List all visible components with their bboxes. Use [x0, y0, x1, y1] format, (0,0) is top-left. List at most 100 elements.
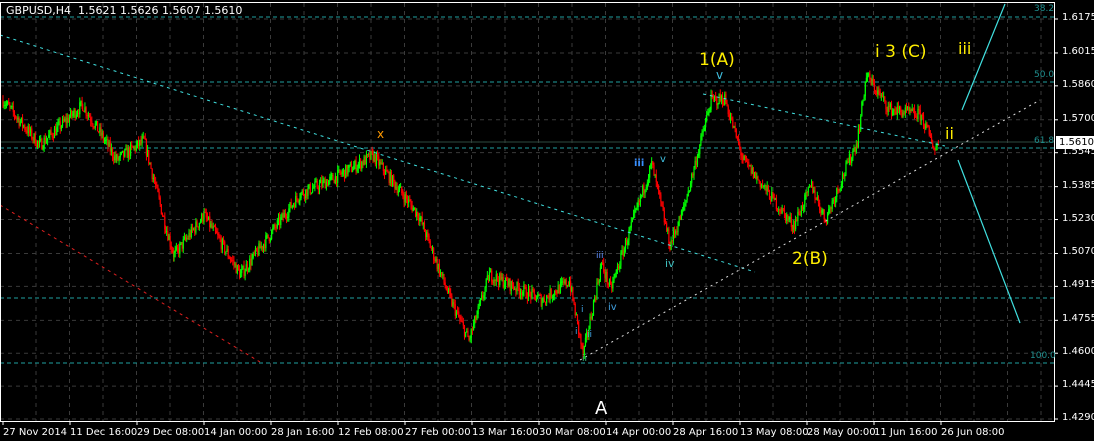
bull-candle [36, 141, 39, 147]
bull-candle [313, 187, 315, 189]
bear-candle [809, 186, 812, 188]
bull-candle [308, 184, 310, 188]
bear-candle [894, 109, 896, 112]
wave-label-i3c: i 3 (C) [875, 42, 927, 62]
bear-candle [879, 91, 881, 96]
bear-candle [838, 189, 840, 191]
bear-candle [742, 158, 744, 161]
bear-candle [507, 280, 509, 286]
x-tick-label: 26 Jun 08:00 [941, 427, 1005, 438]
bull-candle [635, 208, 637, 211]
bull-candle [95, 120, 98, 124]
bull-candle [23, 125, 25, 127]
bear-candle [15, 115, 17, 118]
bear-candle [96, 120, 99, 132]
bear-candle [737, 138, 740, 144]
bear-candle [502, 277, 504, 288]
bull-candle [349, 164, 351, 166]
bear-candle [603, 262, 605, 272]
wave-label-ii-major: ii [945, 124, 954, 143]
bull-candle [46, 137, 49, 141]
bear-candle [184, 237, 187, 240]
bull-candle [363, 156, 365, 165]
bear-candle [28, 126, 31, 133]
bear-candle [309, 184, 311, 194]
bear-candle [462, 322, 464, 326]
bear-candle [145, 139, 148, 156]
bull-candle [273, 224, 275, 229]
bull-candle [287, 216, 289, 219]
bull-candle [844, 174, 846, 177]
bull-candle [121, 150, 124, 153]
bull-candle [395, 186, 397, 189]
bear-candle [491, 270, 493, 282]
bear-candle [924, 125, 926, 129]
bull-candle [198, 223, 200, 228]
bear-candle [191, 226, 194, 230]
bull-candle [87, 115, 89, 117]
bull-candle [619, 265, 621, 269]
bear-candle [676, 231, 678, 233]
bear-candle [219, 237, 221, 240]
x-tick-label: 30 Mar 08:00 [539, 427, 606, 438]
bear-candle [12, 106, 14, 112]
bull-candle [53, 128, 56, 139]
bear-candle [843, 174, 845, 177]
y-tick-label: 1.6175 [1062, 12, 1094, 23]
bull-candle [262, 244, 265, 249]
bear-candle [881, 95, 884, 97]
bear-candle [878, 90, 880, 92]
bear-candle [92, 124, 94, 127]
bear-candle [91, 121, 93, 125]
bear-candle [156, 185, 158, 187]
bear-candle [274, 224, 276, 228]
bear-candle [467, 331, 469, 338]
bull-candle [841, 174, 844, 185]
bear-candle [157, 185, 159, 192]
y-tick-label: 1.5070 [1062, 246, 1094, 258]
bear-candle [158, 191, 160, 198]
bear-candle [282, 213, 284, 218]
bear-candle [913, 108, 916, 116]
bear-candle [35, 145, 37, 147]
y-tick-label: 1.5860 [1062, 78, 1094, 90]
bull-candle [846, 161, 848, 163]
bull-candle [199, 221, 202, 224]
bear-candle [767, 185, 769, 192]
bull-candle [729, 117, 732, 119]
bear-candle [284, 212, 286, 217]
x-tick-label: 14 Jan 00:00 [204, 427, 268, 438]
bull-candle [481, 295, 483, 299]
bear-candle [34, 133, 36, 146]
bear-candle [243, 265, 245, 276]
bear-candle [768, 191, 771, 200]
bear-candle [748, 162, 750, 166]
bull-candle [72, 113, 74, 116]
bear-candle [257, 250, 259, 256]
bull-candle [598, 280, 600, 283]
bear-candle [606, 271, 608, 284]
bear-candle [765, 185, 767, 192]
bear-candle [652, 161, 654, 165]
bear-candle [461, 320, 463, 323]
wave-label-2b: 2(B) [792, 249, 828, 269]
bear-candle [211, 223, 213, 228]
bear-candle [297, 198, 299, 202]
bull-candle [615, 269, 617, 274]
bear-candle [791, 227, 794, 230]
bear-candle [446, 290, 449, 293]
bear-candle [88, 115, 91, 118]
bear-candle [378, 156, 380, 166]
bull-candle [568, 281, 571, 286]
bear-candle [590, 316, 592, 319]
bear-candle [930, 136, 933, 144]
time-axis [2, 421, 942, 425]
fib-label-100: 100.0 [1030, 351, 1056, 361]
bull-candle [485, 279, 487, 288]
bull-candle [325, 181, 327, 189]
bull-candle [334, 176, 336, 184]
bear-candle [721, 95, 724, 104]
bear-candle [819, 202, 821, 211]
bull-candle [183, 237, 186, 240]
